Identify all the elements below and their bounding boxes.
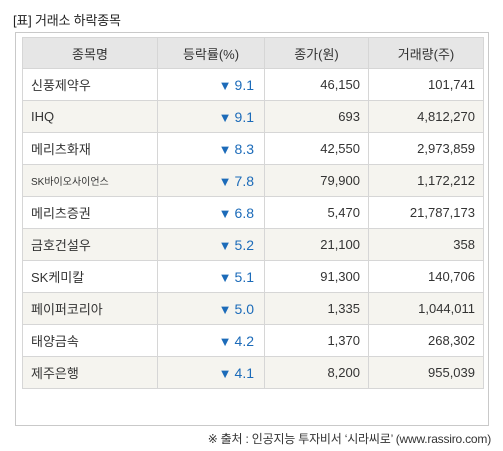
down-arrow-icon: ▼ — [218, 301, 232, 317]
rate-value: 4.1 — [234, 364, 254, 381]
stock-name: 금호건설우 — [22, 228, 158, 261]
close-price: 8,200 — [264, 356, 369, 389]
header-rate: 등락률(%) — [157, 37, 265, 69]
table-title: [표] 거래소 하락종목 — [13, 13, 121, 28]
stock-table: 종목명 등락률(%) 종가(원) 거래량(주) 신풍제약우 ▼ 9.1 46,15… — [22, 37, 484, 389]
down-arrow-icon: ▼ — [218, 269, 232, 285]
change-rate: ▼ 9.1 — [157, 100, 265, 133]
volume: 21,787,173 — [368, 196, 484, 229]
rate-value: 5.0 — [234, 300, 254, 317]
table-row: 메리츠화재 ▼ 8.3 42,550 2,973,859 — [22, 132, 484, 165]
table-row: 금호건설우 ▼ 5.2 21,100 358 — [22, 228, 484, 261]
volume: 358 — [368, 228, 484, 261]
rate-value: 4.2 — [234, 332, 254, 349]
down-arrow-icon: ▼ — [218, 141, 232, 157]
volume: 101,741 — [368, 68, 484, 101]
stock-name: 신풍제약우 — [22, 68, 158, 101]
rate-value: 5.1 — [234, 268, 254, 285]
change-rate: ▼ 4.2 — [157, 324, 265, 357]
volume: 268,302 — [368, 324, 484, 357]
table-row: 신풍제약우 ▼ 9.1 46,150 101,741 — [22, 68, 484, 101]
table-row: IHQ ▼ 9.1 693 4,812,270 — [22, 100, 484, 133]
close-price: 46,150 — [264, 68, 369, 101]
change-rate: ▼ 6.8 — [157, 196, 265, 229]
close-price: 79,900 — [264, 164, 369, 197]
down-arrow-icon: ▼ — [218, 109, 232, 125]
volume: 1,172,212 — [368, 164, 484, 197]
down-arrow-icon: ▼ — [218, 333, 232, 349]
stock-name: 페이퍼코리아 — [22, 292, 158, 325]
volume: 140,706 — [368, 260, 484, 293]
change-rate: ▼ 7.8 — [157, 164, 265, 197]
rate-value: 5.2 — [234, 236, 254, 253]
table-header-row: 종목명 등락률(%) 종가(원) 거래량(주) — [22, 37, 484, 69]
change-rate: ▼ 8.3 — [157, 132, 265, 165]
header-name: 종목명 — [22, 37, 158, 69]
change-rate: ▼ 4.1 — [157, 356, 265, 389]
change-rate: ▼ 5.0 — [157, 292, 265, 325]
table-row: 태양금속 ▼ 4.2 1,370 268,302 — [22, 324, 484, 357]
table-frame: 종목명 등락률(%) 종가(원) 거래량(주) 신풍제약우 ▼ 9.1 46,15… — [15, 32, 489, 426]
stock-name: 태양금속 — [22, 324, 158, 357]
volume: 4,812,270 — [368, 100, 484, 133]
table-row: SK바이오사이언스 ▼ 7.8 79,900 1,172,212 — [22, 164, 484, 197]
close-price: 5,470 — [264, 196, 369, 229]
down-arrow-icon: ▼ — [218, 365, 232, 381]
down-arrow-icon: ▼ — [218, 77, 232, 93]
table-row: SK케미칼 ▼ 5.1 91,300 140,706 — [22, 260, 484, 293]
rate-value: 7.8 — [234, 172, 254, 189]
rate-value: 9.1 — [234, 76, 254, 93]
table-row: 제주은행 ▼ 4.1 8,200 955,039 — [22, 356, 484, 389]
close-price: 91,300 — [264, 260, 369, 293]
close-price: 42,550 — [264, 132, 369, 165]
change-rate: ▼ 5.2 — [157, 228, 265, 261]
down-arrow-icon: ▼ — [218, 237, 232, 253]
close-price: 1,370 — [264, 324, 369, 357]
header-close: 종가(원) — [264, 37, 369, 69]
rate-value: 6.8 — [234, 204, 254, 221]
rate-value: 9.1 — [234, 108, 254, 125]
stock-name: 메리츠증권 — [22, 196, 158, 229]
stock-name: 메리츠화재 — [22, 132, 158, 165]
table-row: 메리츠증권 ▼ 6.8 5,470 21,787,173 — [22, 196, 484, 229]
change-rate: ▼ 5.1 — [157, 260, 265, 293]
source-note: ※ 출처 : 인공지능 투자비서 ‘시라씨로’ (www.rassiro.com… — [207, 432, 492, 446]
close-price: 693 — [264, 100, 369, 133]
stock-name: 제주은행 — [22, 356, 158, 389]
table-row: 페이퍼코리아 ▼ 5.0 1,335 1,044,011 — [22, 292, 484, 325]
change-rate: ▼ 9.1 — [157, 68, 265, 101]
stock-name: SK바이오사이언스 — [22, 164, 158, 197]
down-arrow-icon: ▼ — [218, 205, 232, 221]
rate-value: 8.3 — [234, 140, 254, 157]
close-price: 21,100 — [264, 228, 369, 261]
stock-name: IHQ — [22, 100, 158, 133]
stock-name: SK케미칼 — [22, 260, 158, 293]
header-volume: 거래량(주) — [368, 37, 484, 69]
volume: 2,973,859 — [368, 132, 484, 165]
down-arrow-icon: ▼ — [218, 173, 232, 189]
volume: 955,039 — [368, 356, 484, 389]
close-price: 1,335 — [264, 292, 369, 325]
volume: 1,044,011 — [368, 292, 484, 325]
